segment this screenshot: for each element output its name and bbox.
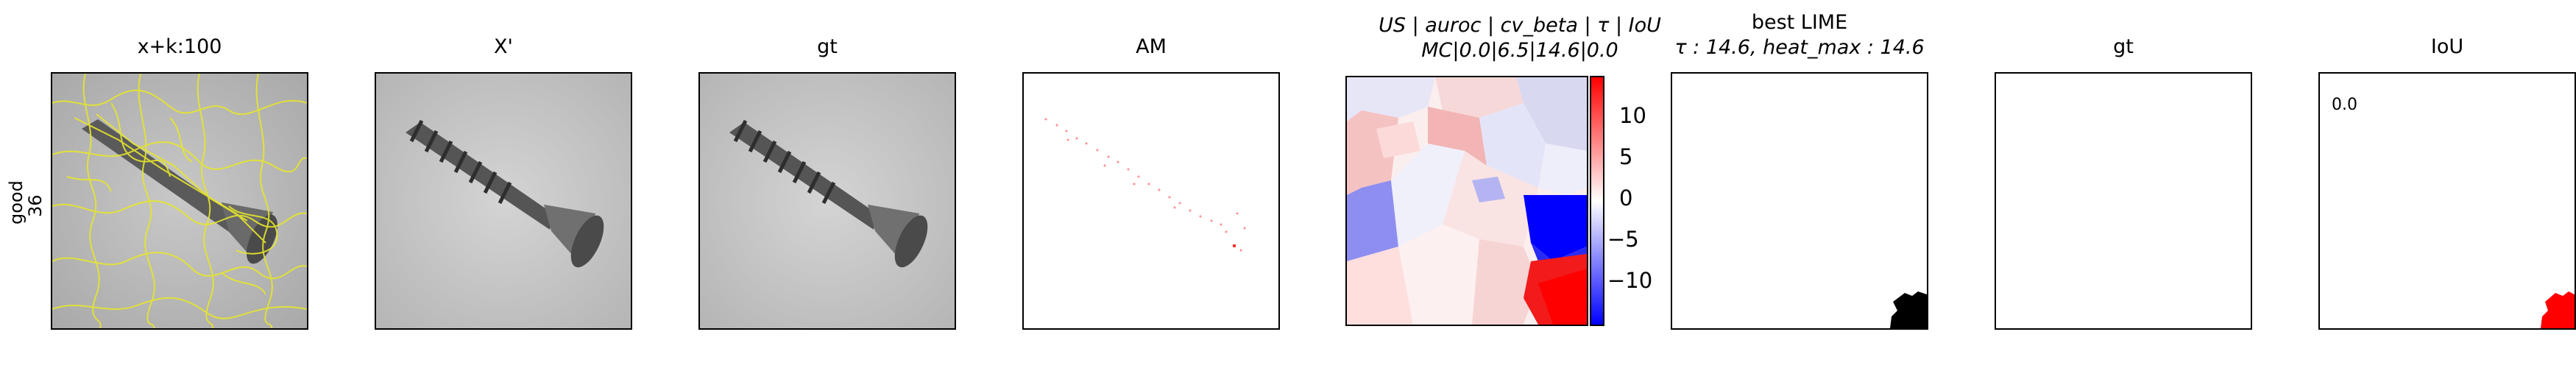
panel-4-image [1022,72,1280,330]
superpixel-boundaries [52,74,307,328]
row-label-line1: good [6,180,26,224]
panel-8-image: 0.0 [2318,72,2576,330]
panel-2-title: X' [494,35,513,58]
colorbar-tick-label: −5 [1607,227,1639,252]
iou-value: 0.0 [2332,96,2357,114]
panel-5-title-line2: MC|0.0|6.5|14.6|0.0 [1421,39,1618,62]
panel-1-image [51,72,308,330]
panel-6-title: best LIME τ : 14.6, heat_max : 14.6 [1652,10,1947,60]
panel-7-image [1995,72,2252,330]
colorbar [1590,76,1604,326]
panel-2-image [375,72,632,330]
colorbar-tick-label: 0 [1619,185,1633,210]
am-dots [1044,118,1246,252]
panel-5-heatmap [1345,76,1588,326]
iou-blob [2541,291,2575,328]
panel-8-title: IoU [2430,35,2464,58]
panel-1-title: x+k:100 [137,35,222,58]
colorbar-tick-label: 10 [1619,103,1646,128]
panel-3-image [698,72,956,330]
colorbar-tick-label: 5 [1619,144,1633,169]
panel-5-title-line1: US | auroc | cv_beta | τ | IoU [1379,14,1661,37]
panel-6-title-line2: τ : 14.6, heat_max : 14.6 [1674,36,1925,59]
colorbar-tick-label: −10 [1607,268,1653,293]
panel-4-title: AM [1136,35,1167,58]
panel-3-title: gt [817,35,838,58]
panel-6-title-line1: best LIME [1751,11,1848,34]
row-label-line2: 36 [25,194,46,217]
lime-mask-blob [1890,291,1927,328]
panel-7-title: gt [2113,35,2134,58]
panel-5-title: US | auroc | cv_beta | τ | IoU MC|0.0|6.… [1317,13,1722,63]
panel-6-image [1671,72,1928,330]
